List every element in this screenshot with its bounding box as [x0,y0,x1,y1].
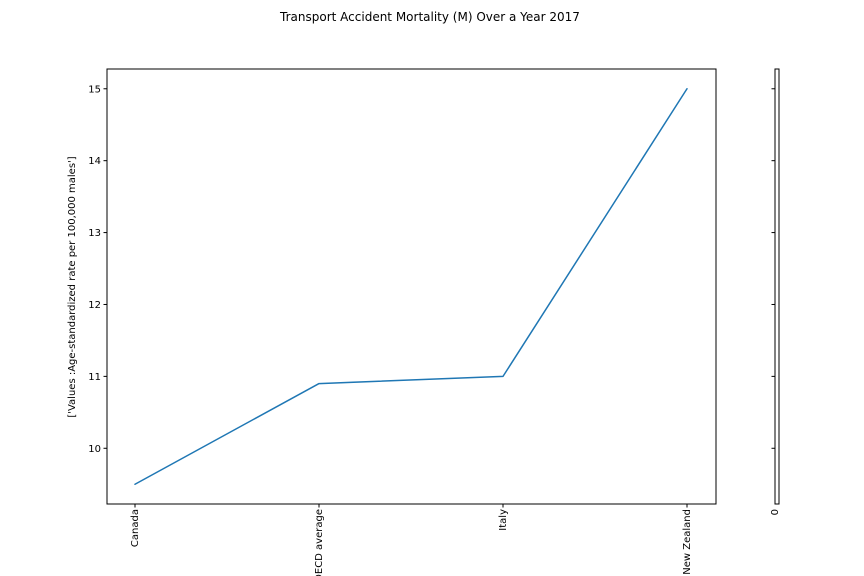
y-tick-label: 10 [88,444,101,455]
x-tick-label: Italy [498,509,509,531]
plot-area [106,68,717,505]
data-line [134,88,688,485]
y-axis-label: ['Values :Age-standardized rate per 100,… [67,156,78,417]
secondary-axis-tick-label: 0 [770,509,781,515]
x-tick-label: New Zealand [682,509,693,575]
x-tick-label: OECD average [314,509,325,576]
secondary-axis [774,68,780,505]
y-tick-label: 11 [88,372,101,383]
y-tick-label: 15 [88,84,101,95]
y-tick-label: 13 [88,228,101,239]
y-tick-label: 12 [88,300,101,311]
y-tick-label: 14 [88,156,101,167]
x-tick-label: Canada [130,509,141,547]
chart-title: Transport Accident Mortality (M) Over a … [279,10,580,24]
